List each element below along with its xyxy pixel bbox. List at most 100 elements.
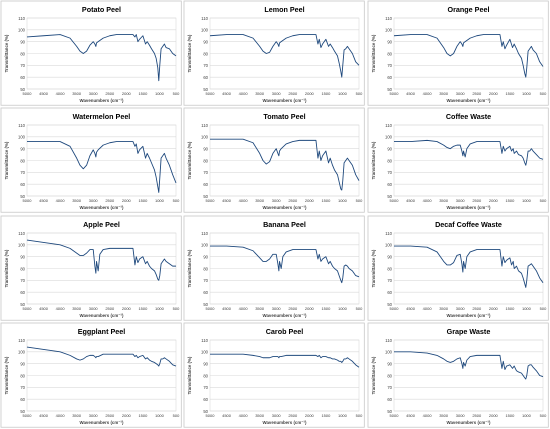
chart-frame: [183, 0, 365, 106]
x-tick-label: 3500: [256, 91, 266, 96]
y-tick-label: 50: [20, 194, 25, 199]
x-tick-label: 4000: [422, 198, 432, 203]
y-tick-label: 70: [20, 63, 25, 68]
x-axis-label: Wavenumbers (cm⁻¹): [80, 205, 125, 210]
y-tick-label: 60: [204, 289, 209, 294]
y-tick-label: 80: [20, 51, 25, 56]
x-axis-label: Wavenumbers (cm⁻¹): [263, 98, 308, 103]
series-line-0: [393, 34, 543, 78]
y-tick-label: 110: [18, 123, 25, 128]
x-tick-label: 1500: [505, 305, 515, 310]
y-tick-label: 50: [387, 409, 392, 414]
x-tick-label: 3000: [455, 413, 465, 418]
x-tick-label: 1000: [155, 413, 165, 418]
y-tick-label: 50: [387, 194, 392, 199]
x-tick-label: 2000: [122, 305, 132, 310]
plot-area: [393, 17, 543, 90]
y-tick-label: 90: [387, 361, 392, 366]
y-tick-label: 100: [385, 349, 393, 354]
series-line-0: [210, 245, 360, 283]
y-axis-label: Transmittance (%): [4, 141, 9, 179]
y-tick-label: 110: [385, 338, 392, 343]
x-tick-label: 3000: [272, 413, 282, 418]
y-axis-label: Transmittance (%): [4, 249, 9, 287]
y-tick-label: 90: [204, 254, 209, 259]
chart-title: Lemon Peel: [265, 5, 305, 14]
x-tick-label: 4000: [56, 413, 66, 418]
y-tick-label: 60: [387, 75, 392, 80]
x-tick-label: 2000: [488, 198, 498, 203]
y-tick-label: 70: [20, 278, 25, 283]
x-tick-label: 3500: [72, 198, 82, 203]
y-tick-label: 50: [20, 301, 25, 306]
chart-frame: [0, 0, 182, 106]
y-tick-label: 70: [387, 63, 392, 68]
x-tick-label: 4000: [422, 413, 432, 418]
y-axis-label: Transmittance (%): [371, 34, 376, 72]
x-tick-label: 500: [173, 305, 180, 310]
x-tick-label: 500: [173, 413, 180, 418]
x-tick-label: 3000: [89, 413, 99, 418]
x-tick-label: 2000: [305, 413, 315, 418]
x-axis-label: Wavenumbers (cm⁻¹): [80, 98, 125, 103]
x-tick-label: 1500: [138, 198, 148, 203]
chart-frame: [0, 322, 182, 428]
chart-frame: [0, 215, 182, 321]
y-tick-label: 80: [204, 373, 209, 378]
x-tick-label: 2500: [289, 198, 299, 203]
x-tick-label: 3000: [89, 305, 99, 310]
chart-frame: [183, 215, 365, 321]
y-tick-label: 60: [20, 289, 25, 294]
y-tick-label: 80: [20, 159, 25, 164]
x-tick-label: 500: [356, 413, 363, 418]
y-tick-label: 70: [387, 385, 392, 390]
chart-title: Eggplant Peel: [78, 327, 126, 336]
x-tick-label: 4000: [56, 198, 66, 203]
x-tick-label: 5000: [389, 413, 399, 418]
y-tick-label: 60: [20, 397, 25, 402]
x-tick-label: 4000: [239, 413, 249, 418]
x-tick-label: 3000: [455, 198, 465, 203]
chart-frame: [367, 107, 549, 213]
x-tick-label: 3500: [256, 305, 266, 310]
y-tick-label: 100: [385, 135, 393, 140]
series-line-0: [26, 141, 177, 194]
x-tick-label: 4500: [406, 198, 416, 203]
x-tick-label: 2000: [305, 198, 315, 203]
chart-frame: [367, 215, 549, 321]
x-tick-label: 3500: [439, 198, 449, 203]
x-tick-label: 500: [173, 198, 180, 203]
x-tick-label: 1000: [338, 305, 348, 310]
x-tick-label: 2500: [472, 413, 482, 418]
x-tick-label: 2000: [122, 413, 132, 418]
x-tick-label: 1500: [322, 305, 332, 310]
y-axis-label: Transmittance (%): [371, 249, 376, 287]
x-axis-label: Wavenumbers (cm⁻¹): [263, 205, 308, 210]
chart-title: Banana Peel: [263, 220, 306, 229]
x-tick-label: 1000: [155, 305, 165, 310]
chart-potato-peel: Potato Peel 50 60 70 80 90 100 110 5000 4500 4000 3…: [0, 0, 182, 106]
chart-title: Apple Peel: [83, 220, 120, 229]
x-tick-label: 2500: [289, 91, 299, 96]
chart-frame: [183, 322, 365, 428]
plot-area: [26, 232, 177, 304]
chart-grape-waste: Grape Waste 50 60 70 80 90 100 110 5000 4500 4000 3…: [367, 322, 549, 428]
y-tick-label: 90: [204, 147, 209, 152]
y-axis-label: Transmittance (%): [187, 356, 192, 394]
x-tick-label: 4500: [39, 305, 49, 310]
chart-tomato-peel: Tomato Peel 50 60 70 80 90 100 110 5000 4500 4000 3…: [183, 107, 365, 213]
y-tick-label: 50: [204, 87, 209, 92]
plot-area: [209, 232, 360, 304]
x-tick-label: 3500: [439, 305, 449, 310]
y-tick-label: 50: [204, 194, 209, 199]
chart-eggplant-peel: Eggplant Peel 50 60 70 80 90 100 110 5000 4500 400…: [0, 322, 182, 428]
y-tick-label: 100: [385, 242, 393, 247]
x-tick-label: 500: [539, 413, 546, 418]
plot-area: [209, 17, 360, 90]
y-axis-label: Transmittance (%): [187, 249, 192, 287]
x-tick-label: 4000: [56, 91, 66, 96]
x-tick-label: 2500: [289, 305, 299, 310]
y-tick-label: 60: [387, 289, 392, 294]
plot-area: [393, 124, 543, 197]
chart-carob-peel: Carob Peel 50 60 70 80 90 100 110 5000 4500 4000 35…: [183, 322, 365, 428]
